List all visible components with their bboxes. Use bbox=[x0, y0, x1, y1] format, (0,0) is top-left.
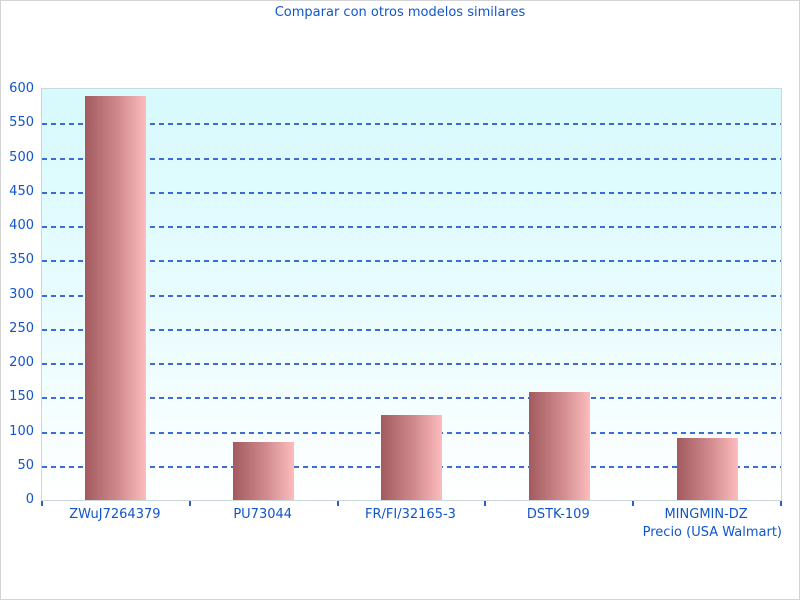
gridline-500 bbox=[42, 157, 781, 160]
y-axis-labels: 0 50 100 150 200 250 300 350 400 450 500 550 600 bbox=[1, 81, 34, 507]
x-axis-labels: ZWuJ7264379 PU73044 FR/FI/32165-3 DSTK-109 M… bbox=[41, 507, 782, 523]
gridline-400 bbox=[42, 226, 781, 228]
bar-MINGMIN-DZ bbox=[676, 437, 738, 500]
y-tick-label: 150 bbox=[9, 389, 34, 405]
gridline-200 bbox=[42, 363, 781, 365]
gridline-150 bbox=[42, 397, 781, 400]
x-axis-tick bbox=[41, 501, 43, 506]
gridline-350 bbox=[42, 260, 781, 263]
gridline-550 bbox=[42, 123, 781, 126]
chart-title: Comparar con otros modelos similares bbox=[274, 5, 526, 20]
y-tick-label: 500 bbox=[9, 149, 34, 165]
y-tick-label: 100 bbox=[9, 423, 34, 439]
y-tick-label: 600 bbox=[9, 81, 34, 96]
y-tick-label: 400 bbox=[9, 218, 34, 233]
bar-ZWuJ7264379 bbox=[85, 95, 147, 500]
x-tick-label: PU73044 bbox=[233, 507, 293, 522]
bar-FR/FI/32165-3 bbox=[381, 415, 442, 500]
x-axis-tick bbox=[336, 501, 339, 506]
y-tick-label: 250 bbox=[9, 320, 34, 336]
y-tick-label: 0 bbox=[25, 492, 34, 507]
y-tick-label: 350 bbox=[9, 252, 34, 268]
y-tick-label: 300 bbox=[9, 286, 34, 302]
y-tick-label: 450 bbox=[9, 183, 34, 199]
plot-area bbox=[41, 88, 782, 501]
x-tick-label: FR/FI/32165-3 bbox=[365, 507, 456, 522]
y-tick-label: 200 bbox=[9, 355, 34, 370]
x-tick-label: MINGMIN-DZ bbox=[664, 507, 748, 522]
x-axis-ticks bbox=[41, 501, 782, 507]
x-axis-title: Precio (USA Walmart) bbox=[642, 525, 782, 540]
y-tick-label: 550 bbox=[9, 115, 34, 131]
bar-DSTK-109 bbox=[528, 391, 590, 500]
gridline-250 bbox=[42, 328, 781, 331]
gridline-300 bbox=[42, 294, 781, 297]
x-axis-tick bbox=[188, 501, 191, 506]
bar-PU73044 bbox=[233, 441, 295, 500]
x-axis-tick bbox=[632, 501, 635, 506]
x-tick-label: DSTK-109 bbox=[526, 507, 590, 522]
x-axis-tick bbox=[484, 501, 487, 506]
gridline-450 bbox=[42, 191, 781, 194]
x-tick-label: ZWuJ7264379 bbox=[69, 507, 161, 522]
x-axis-tick bbox=[780, 501, 782, 506]
y-tick-label: 50 bbox=[17, 457, 34, 473]
